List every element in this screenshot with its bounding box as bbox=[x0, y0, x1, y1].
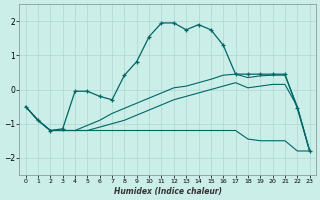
X-axis label: Humidex (Indice chaleur): Humidex (Indice chaleur) bbox=[114, 187, 222, 196]
